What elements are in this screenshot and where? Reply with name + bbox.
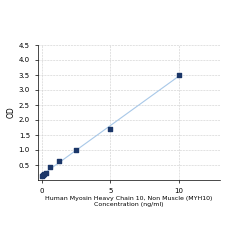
Point xyxy=(57,158,61,162)
X-axis label: Human Myosin Heavy Chain 10, Non Muscle (MYH10)
Concentration (ng/ml): Human Myosin Heavy Chain 10, Non Muscle … xyxy=(45,196,212,207)
Point xyxy=(108,127,112,131)
Point xyxy=(40,174,44,178)
Point xyxy=(41,173,45,177)
Y-axis label: OD: OD xyxy=(7,106,16,118)
Point xyxy=(177,73,181,77)
Point xyxy=(74,148,78,152)
Point xyxy=(48,164,52,168)
Point xyxy=(42,172,46,176)
Point xyxy=(44,170,48,174)
